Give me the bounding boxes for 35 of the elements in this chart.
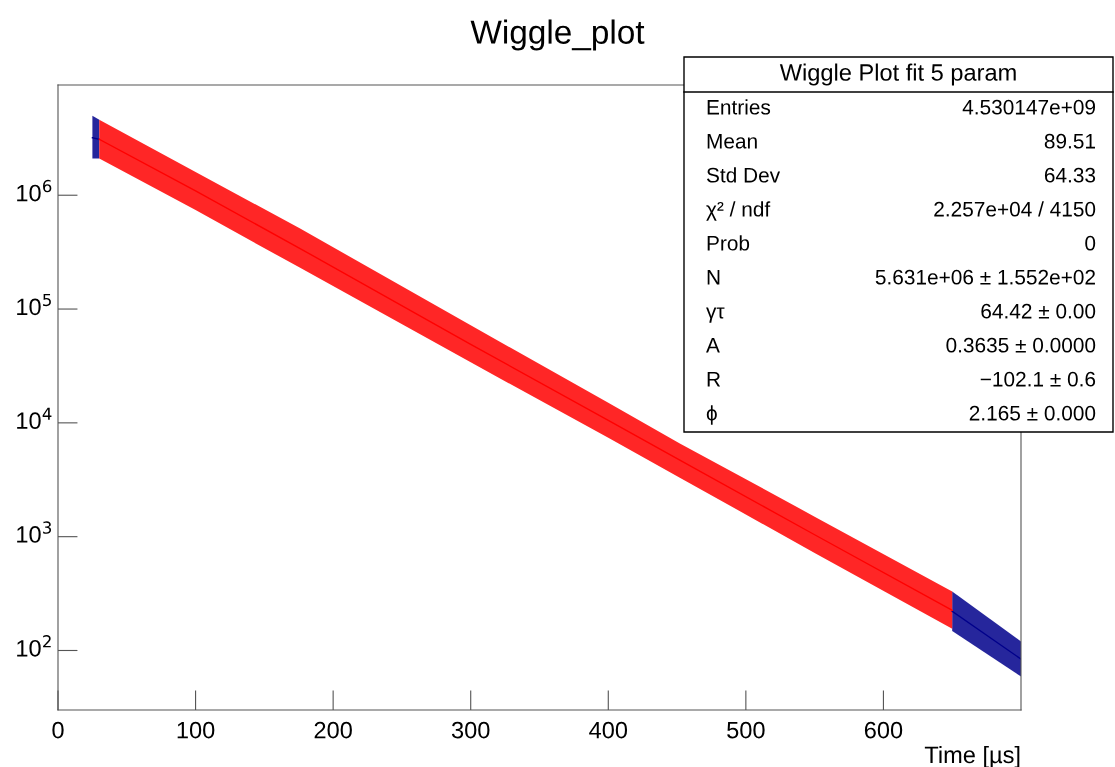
x-tick-label: 200 [314,721,352,739]
x-tick-label: 0 [52,721,64,739]
annotation: R [707,372,721,387]
annotation: A [706,338,720,353]
x-axis-title: Time [µs] [924,745,1020,767]
x-tick-label: 400 [589,721,628,739]
annotation: Std Dev [706,167,781,183]
y-tick-label: 10$^{3}$ [17,521,52,543]
y-tick-label: 10$^{5}$ [17,293,51,316]
text: 64.33 [1044,167,1096,183]
annotation: 2.165 ± 0.000 [969,405,1096,421]
y-tick-label: 10$^{6}$ [17,179,52,202]
annotation: 64.42 ± 0.00 [981,303,1096,319]
annotation: γτ [706,307,725,323]
annotation: Prob [707,235,750,251]
annotation: 4.530147e+09 [962,99,1096,115]
annotation: ϕ [706,405,717,425]
annotation: χ² / ndf [706,201,771,221]
x-tick-label: 100 [177,721,215,739]
annotation: Wiggle Plot fit 5 param [779,63,1016,86]
x-tick-label: 500 [727,721,765,739]
annotation: N [707,270,720,285]
text: 0 [1085,235,1096,251]
y-tick-label: 10$^{2}$ [17,635,51,657]
chart-title: Wiggle_plot [470,19,645,51]
x-tick-label: 600 [864,721,903,739]
annotation: Entries [707,99,771,115]
y-tick-label: 10$^{4}$ [17,407,52,430]
annotation: −102.1 ± 0.6 [980,371,1096,387]
annotation: 0.3635 ± 0.0000 [946,337,1096,353]
annotation: 5.631e+06 ± 1.552e+02 [875,269,1095,285]
annotation: Mean [707,134,757,149]
text: 89.51 [1044,133,1095,149]
x-tick-label: 300 [451,721,490,739]
annotation: 2.257e+04 / 4150 [934,201,1096,217]
